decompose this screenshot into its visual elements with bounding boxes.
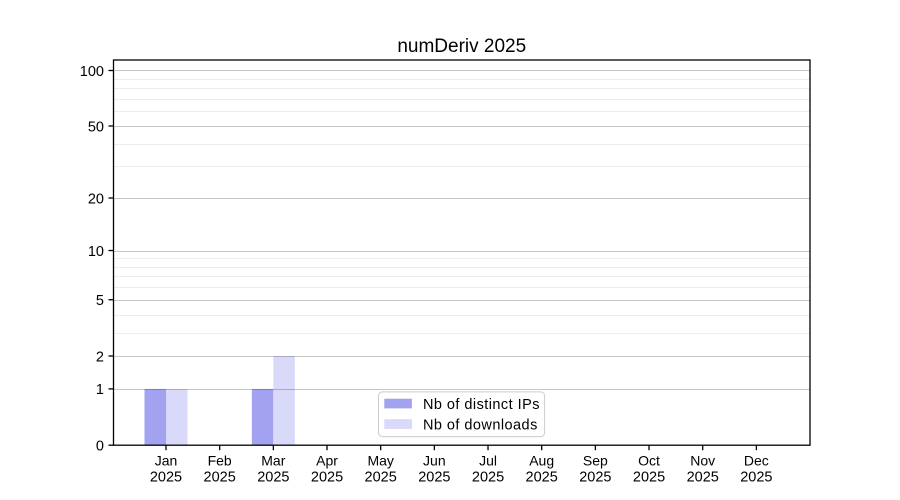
svg-text:2025: 2025 xyxy=(633,470,665,486)
svg-text:Dec: Dec xyxy=(744,453,769,469)
svg-text:2025: 2025 xyxy=(472,470,504,486)
svg-text:50: 50 xyxy=(88,119,104,135)
svg-text:2025: 2025 xyxy=(740,470,772,486)
svg-text:Apr: Apr xyxy=(316,453,338,469)
svg-text:100: 100 xyxy=(80,64,104,80)
svg-text:Jan: Jan xyxy=(155,453,178,469)
svg-text:2025: 2025 xyxy=(204,470,236,486)
svg-text:2025: 2025 xyxy=(150,470,182,486)
svg-text:numDeriv 2025: numDeriv 2025 xyxy=(397,36,526,57)
svg-text:5: 5 xyxy=(96,293,104,309)
svg-text:2025: 2025 xyxy=(579,470,611,486)
svg-text:2025: 2025 xyxy=(257,470,289,486)
svg-text:Aug: Aug xyxy=(529,453,554,469)
svg-text:1: 1 xyxy=(96,382,104,398)
svg-text:Nb of distinct IPs: Nb of distinct IPs xyxy=(423,397,540,413)
svg-text:10: 10 xyxy=(88,244,104,260)
svg-text:0: 0 xyxy=(96,439,104,455)
svg-text:20: 20 xyxy=(88,191,104,207)
svg-text:Oct: Oct xyxy=(638,453,660,469)
svg-text:2025: 2025 xyxy=(687,470,719,486)
svg-text:May: May xyxy=(367,453,393,469)
svg-text:2025: 2025 xyxy=(526,470,558,486)
svg-text:Sep: Sep xyxy=(583,453,608,469)
svg-text:2025: 2025 xyxy=(418,470,450,486)
svg-text:2025: 2025 xyxy=(365,470,397,486)
svg-text:Jun: Jun xyxy=(423,453,446,469)
svg-text:Nov: Nov xyxy=(690,453,715,469)
svg-text:Feb: Feb xyxy=(208,453,232,469)
svg-text:Nb of downloads: Nb of downloads xyxy=(423,418,538,434)
svg-text:2: 2 xyxy=(96,349,104,365)
svg-text:2025: 2025 xyxy=(311,470,343,486)
svg-text:Mar: Mar xyxy=(261,453,285,469)
svg-text:Jul: Jul xyxy=(479,453,497,469)
